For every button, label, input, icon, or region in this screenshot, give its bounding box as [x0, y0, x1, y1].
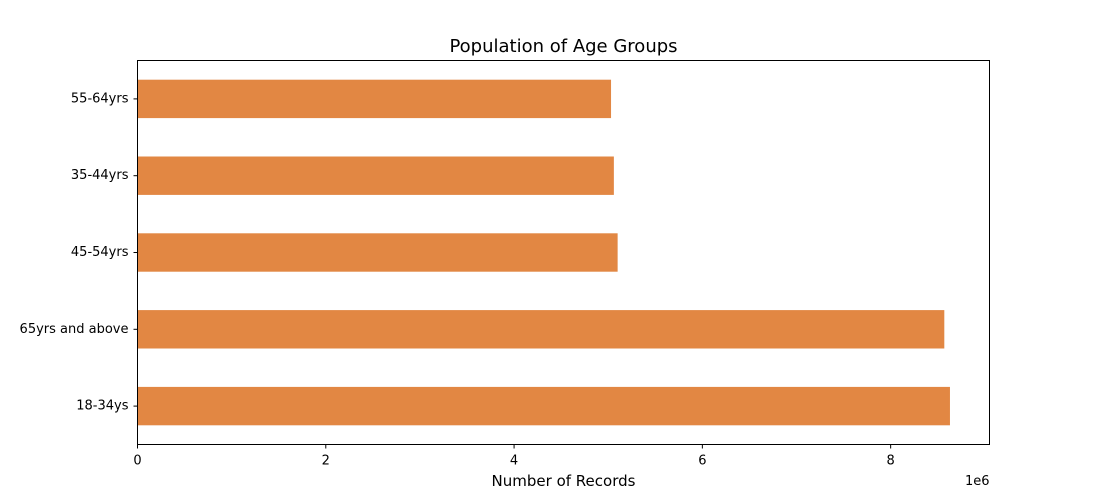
y-tick-label: 65yrs and above: [20, 322, 129, 337]
bar-18-34ys: [137, 386, 950, 426]
y-tick-label: 35-44yrs: [71, 168, 129, 183]
x-tick-label: 6: [698, 454, 706, 469]
x-axis-label: Number of Records: [492, 472, 636, 490]
bars: [137, 79, 950, 426]
y-axis: 55-64yrs 35-44yrs 45-54yrs 65yrs and above 1…: [20, 91, 138, 414]
bar-55-64yrs: [137, 79, 612, 119]
y-tick-label: 45-54yrs: [71, 245, 129, 260]
x-tick-label: 2: [322, 454, 330, 469]
bar-45-54yrs: [137, 233, 618, 272]
x-tick-label: 4: [510, 454, 518, 469]
x-tick-label: 0: [133, 454, 141, 469]
y-tick-label: 55-64yrs: [71, 91, 129, 106]
x-axis: 0 2 4 6 8: [133, 444, 895, 469]
bar-35-44yrs: [137, 156, 614, 195]
x-axis-offset-text: 1e6: [965, 474, 990, 489]
bar-65yrs-and-above: [137, 310, 945, 349]
x-tick-label: 8: [887, 454, 895, 469]
chart-title: Population of Age Groups: [449, 36, 677, 57]
y-tick-label: 18-34ys: [76, 399, 128, 414]
plot-area: [137, 60, 990, 445]
